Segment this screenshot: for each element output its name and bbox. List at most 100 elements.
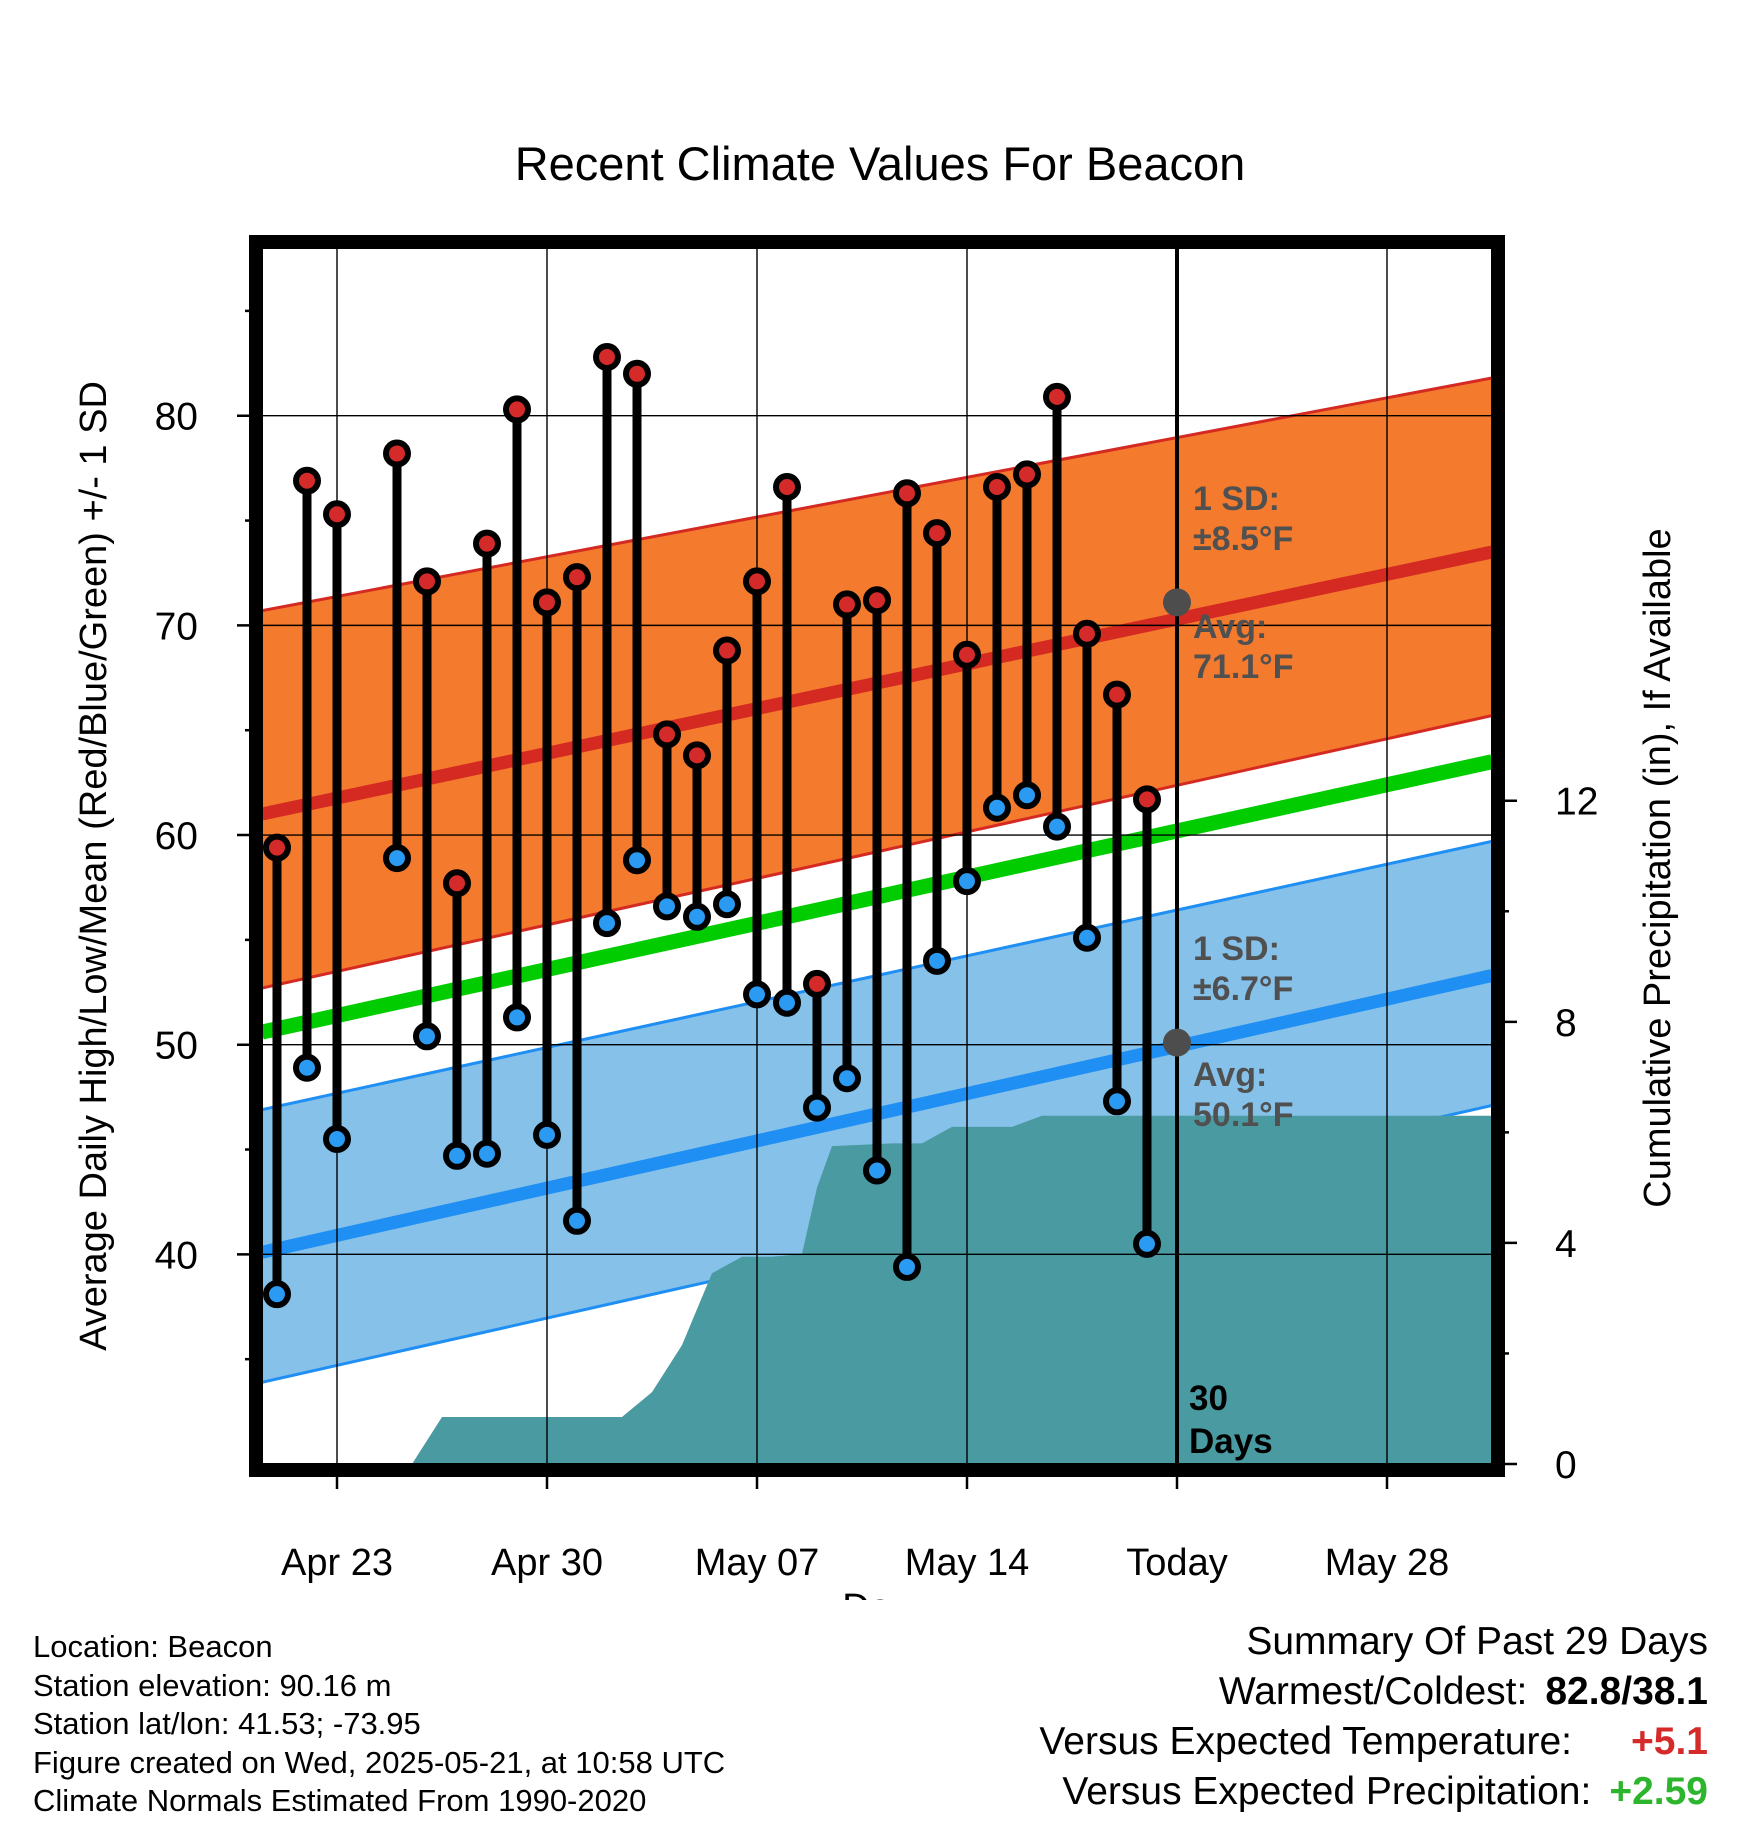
- daily-low-point: [503, 1003, 531, 1032]
- y-tick-label: 60: [155, 815, 198, 858]
- daily-high-point: [293, 466, 321, 495]
- daily-low-point: [473, 1139, 501, 1168]
- precip-departure-label: Versus Expected Precipitation:: [1062, 1770, 1592, 1813]
- today-days-label: 30 Days: [1189, 1379, 1273, 1461]
- y-axis-label: Average Daily High/Low/Mean (Red/Blue/Gr…: [73, 381, 115, 1351]
- y2-tick-label: 8: [1555, 1002, 1577, 1045]
- daily-low-point: [743, 980, 771, 1009]
- daily-high-point: [1133, 785, 1161, 814]
- warmest-coldest-value: 82.8/38.1: [1545, 1670, 1708, 1713]
- daily-low-point: [263, 1280, 291, 1309]
- daily-high-point: [443, 869, 471, 898]
- high-sd-annotation: 1 SD: ±8.5°F: [1193, 480, 1293, 558]
- created-text: Figure created on Wed, 2025-05-21, at 10…: [33, 1744, 726, 1780]
- precipitation-area: [412, 1115, 1492, 1464]
- daily-high-point: [923, 519, 951, 548]
- elevation-text: Station elevation: 90.16 m: [33, 1667, 392, 1703]
- x-tick-label: May 14: [905, 1542, 1030, 1584]
- daily-high-point: [1013, 460, 1041, 489]
- daily-high-point: [713, 636, 741, 665]
- daily-high-point: [983, 473, 1011, 502]
- y2-tick-label: 4: [1555, 1223, 1577, 1266]
- daily-high-point: [323, 500, 351, 529]
- y2-axis-label: Cumulative Precipitation (in), If Availa…: [1637, 528, 1679, 1207]
- climate-chart: Recent Climate Values For Beacon 1 SD: ±8…: [73, 137, 1679, 1600]
- daily-low-point: [893, 1252, 921, 1281]
- daily-low-point: [533, 1120, 561, 1149]
- y-tick-label: 40: [155, 1234, 198, 1277]
- high-sd-upper-line: [262, 376, 1492, 613]
- daily-high-point: [1073, 619, 1101, 648]
- daily-low-point: [1073, 923, 1101, 952]
- x-tick-label: Today: [1126, 1542, 1227, 1584]
- x-axis-label: Day: [842, 1587, 910, 1600]
- daily-high-point: [263, 833, 291, 862]
- latlon-text: Station lat/lon: 41.53; -73.95: [33, 1706, 421, 1741]
- y2-tick-label: 0: [1555, 1444, 1577, 1487]
- today-low-normal-marker: [1163, 1028, 1191, 1057]
- daily-high-point: [503, 395, 531, 424]
- summary-panel: Summary Of Past 29 Days Warmest/Coldest:…: [1039, 1617, 1708, 1817]
- summary-warmest-coldest: Warmest/Coldest: 82.8/38.1: [1039, 1667, 1708, 1717]
- daily-low-point: [593, 909, 621, 938]
- precip-departure-value: +2.59: [1609, 1770, 1708, 1813]
- daily-low-point: [683, 902, 711, 931]
- low-sd-annotation: 1 SD: ±6.7°F: [1193, 930, 1293, 1008]
- x-tick-label: May 28: [1325, 1542, 1450, 1584]
- daily-low-point: [953, 867, 981, 896]
- daily-low-point: [383, 844, 411, 873]
- daily-low-point: [983, 793, 1011, 822]
- daily-high-point: [653, 720, 681, 749]
- x-tick-label: May 07: [695, 1542, 820, 1584]
- high-avg-annotation: Avg: 71.1°F: [1193, 608, 1294, 686]
- daily-low-point: [443, 1141, 471, 1170]
- summary-title: Summary Of Past 29 Days: [1246, 1620, 1708, 1663]
- daily-high-point: [683, 741, 711, 770]
- daily-low-point: [863, 1156, 891, 1185]
- daily-high-point: [1043, 382, 1071, 411]
- daily-high-point: [773, 473, 801, 502]
- summary-temperature: Versus Expected Temperature: +5.1: [1039, 1717, 1708, 1767]
- daily-low-point: [1103, 1087, 1131, 1116]
- chart-title: Recent Climate Values For Beacon: [515, 137, 1246, 190]
- daily-high-point: [533, 588, 561, 617]
- y-tick-label: 50: [155, 1025, 198, 1068]
- warmest-coldest-label: Warmest/Coldest:: [1218, 1670, 1528, 1713]
- daily-high-point: [563, 563, 591, 592]
- daily-high-point: [833, 590, 861, 619]
- daily-low-point: [563, 1206, 591, 1235]
- daily-low-point: [653, 892, 681, 921]
- today-high-normal-marker: [1163, 588, 1191, 617]
- temp-departure-value: +5.1: [1631, 1720, 1708, 1763]
- daily-low-point: [1133, 1229, 1161, 1258]
- daily-high-point: [623, 359, 651, 388]
- plot-frame: [249, 235, 1505, 1477]
- daily-low-point: [773, 988, 801, 1017]
- daily-high-point: [863, 586, 891, 615]
- daily-low-point: [803, 1093, 831, 1122]
- daily-low-point: [833, 1064, 861, 1093]
- daily-low-point: [923, 946, 951, 975]
- x-tick-label: Apr 23: [281, 1542, 393, 1584]
- daily-high-point: [593, 343, 621, 372]
- daily-low-point: [1013, 781, 1041, 810]
- daily-high-point: [473, 529, 501, 558]
- daily-low-point: [293, 1053, 321, 1082]
- daily-high-point: [953, 640, 981, 669]
- daily-low-point: [1043, 812, 1071, 841]
- location-text: Location: Beacon: [33, 1629, 273, 1664]
- daily-high-point: [1103, 680, 1131, 709]
- daily-low-point: [323, 1125, 351, 1154]
- daily-low-point: [713, 890, 741, 919]
- low-avg-annotation: Avg: 50.1°F: [1193, 1056, 1294, 1134]
- station-info: Location: Beacon Station elevation: 90.1…: [33, 1628, 725, 1821]
- daily-high-point: [413, 567, 441, 596]
- daily-high-point: [893, 479, 921, 508]
- summary-precipitation: Versus Expected Precipitation: +2.59: [1039, 1767, 1708, 1817]
- temp-departure-label: Versus Expected Temperature:: [1039, 1720, 1572, 1763]
- y-tick-label: 80: [155, 396, 198, 439]
- y-tick-label: 70: [155, 605, 198, 648]
- daily-low-point: [623, 846, 651, 875]
- y2-tick-label: 12: [1555, 781, 1598, 824]
- daily-low-point: [413, 1022, 441, 1051]
